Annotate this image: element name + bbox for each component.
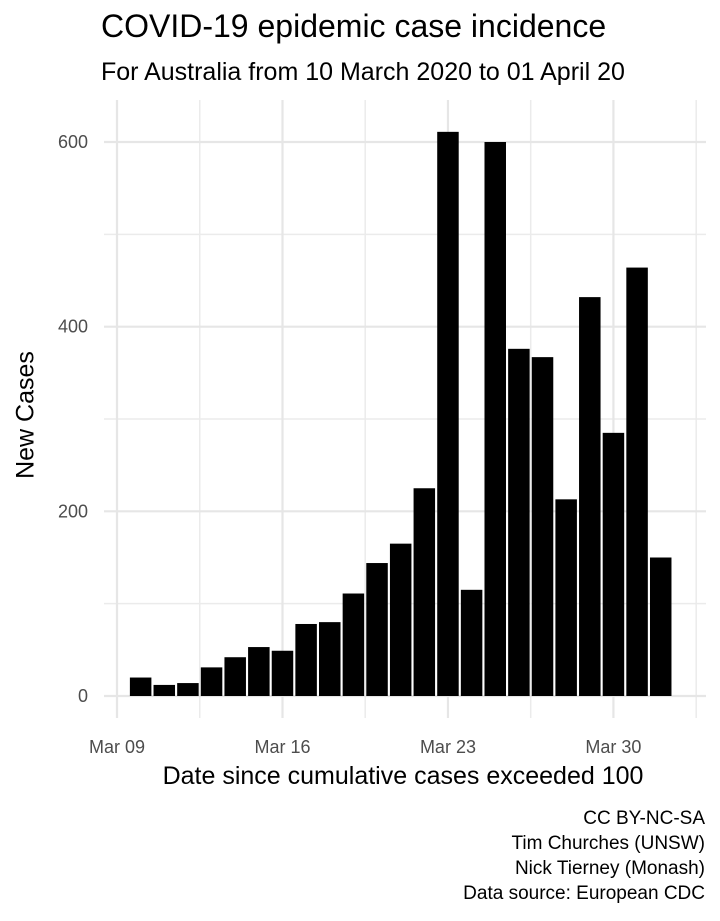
- bar: [626, 267, 648, 696]
- bar: [200, 667, 223, 696]
- caption-author-1: Tim Churches (UNSW): [511, 833, 705, 854]
- bar: [177, 683, 199, 696]
- caption-license: CC BY-NC-SA: [583, 808, 705, 829]
- bar: [508, 348, 530, 696]
- chart-title: COVID-19 epidemic case incidence: [101, 8, 607, 44]
- bar: [224, 657, 246, 696]
- caption-author-2: Nick Tierney (Monash): [514, 858, 705, 879]
- x-tick-label: Mar 16: [254, 737, 310, 757]
- x-axis-label: Date since cumulative cases exceeded 100: [162, 762, 644, 790]
- bar: [295, 623, 317, 696]
- caption: CC BY-NC-SA Tim Churches (UNSW) Nick Tie…: [463, 806, 705, 906]
- bar: [555, 499, 577, 696]
- bar: [366, 563, 388, 696]
- bar: [271, 650, 294, 696]
- bar: [129, 677, 152, 696]
- bar: [602, 432, 625, 696]
- bar: [531, 357, 554, 696]
- bar: [389, 543, 412, 696]
- bar: [319, 622, 341, 696]
- chart-subtitle: For Australia from 10 March 2020 to 01 A…: [101, 58, 625, 86]
- bar: [460, 589, 483, 696]
- bar: [579, 297, 601, 696]
- bar: [437, 131, 459, 697]
- minor-gridlines: [104, 100, 706, 718]
- bar: [484, 142, 506, 696]
- x-tick-label: Mar 23: [420, 737, 476, 757]
- x-tick-labels: Mar 09 Mar 16 Mar 23 Mar 30: [89, 737, 641, 757]
- bar: [649, 557, 672, 696]
- bar: [342, 593, 365, 696]
- y-tick-label: 600: [58, 132, 88, 152]
- bar: [248, 647, 270, 696]
- y-tick-label: 400: [58, 317, 88, 337]
- x-tick-label: Mar 30: [585, 737, 641, 757]
- x-tick-label: Mar 09: [89, 737, 145, 757]
- bar: [413, 488, 436, 696]
- y-tick-label: 0: [78, 686, 88, 706]
- bar: [153, 684, 176, 696]
- bars: [129, 131, 672, 697]
- caption-source: Data source: European CDC: [463, 883, 705, 904]
- y-tick-label: 200: [58, 501, 88, 521]
- y-tick-labels: 0 200 400 600: [58, 132, 88, 706]
